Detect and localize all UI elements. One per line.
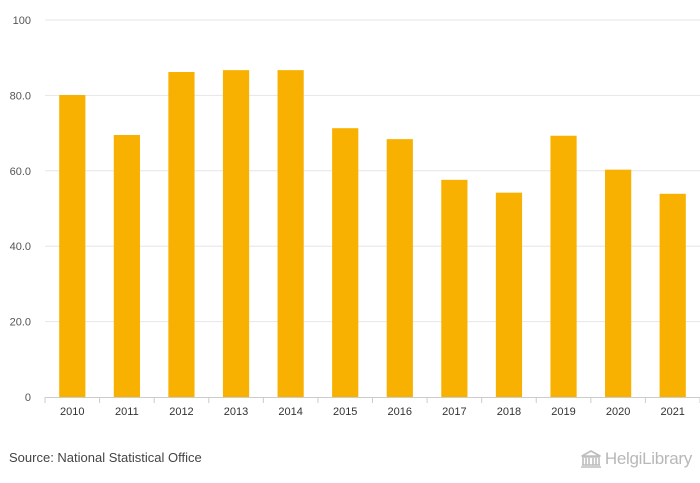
bar-2015 [332, 128, 359, 397]
bar-2016 [386, 139, 413, 397]
x-tick-label: 2012 [169, 406, 193, 418]
bar-2017 [441, 179, 468, 397]
x-tick-label: 2016 [388, 406, 412, 418]
y-tick-label: 40.0 [10, 241, 31, 253]
bar-2014 [277, 70, 304, 398]
x-axis-tick-labels: 2010 2011 2012 2013 2014 2015 2016 2017 2018 2019… [60, 406, 685, 418]
gridlines [45, 19, 700, 323]
x-tick-label: 2014 [278, 406, 302, 418]
x-tick-label: 2017 [442, 406, 466, 418]
helgilibrary-logo: HelgiLibrary [580, 449, 692, 469]
x-tick-label: 2019 [551, 406, 575, 418]
logo-text: HelgiLibrary [604, 449, 692, 468]
x-axis [44, 397, 700, 403]
x-tick-label: 2013 [224, 406, 248, 418]
bar-2010 [59, 95, 86, 397]
source-note: Source: National Statistical Office [9, 450, 202, 465]
bar-2020 [605, 169, 632, 397]
y-axis-tick-labels: 0 20.0 40.0 60.0 80.0 100 [10, 15, 31, 404]
bar-2021 [659, 193, 686, 397]
bar-2018 [495, 192, 523, 397]
y-tick-label: 80.0 [10, 90, 31, 102]
y-tick-label: 100 [13, 15, 31, 27]
bar-2019 [550, 135, 577, 397]
y-tick-label: 60.0 [10, 166, 31, 178]
bars [59, 70, 686, 398]
y-tick-label: 0 [25, 392, 31, 404]
bar-2011 [113, 134, 140, 398]
bar-2013 [222, 70, 250, 398]
library-building-icon [580, 450, 601, 468]
x-tick-label: 2020 [606, 406, 630, 418]
y-tick-label: 20.0 [10, 317, 31, 329]
x-tick-label: 2011 [115, 406, 139, 418]
x-tick-label: 2010 [60, 406, 84, 418]
x-tick-label: 2015 [333, 406, 357, 418]
x-tick-label: 2021 [660, 406, 684, 418]
x-tick-label: 2018 [497, 406, 521, 418]
bar-2012 [168, 72, 195, 397]
